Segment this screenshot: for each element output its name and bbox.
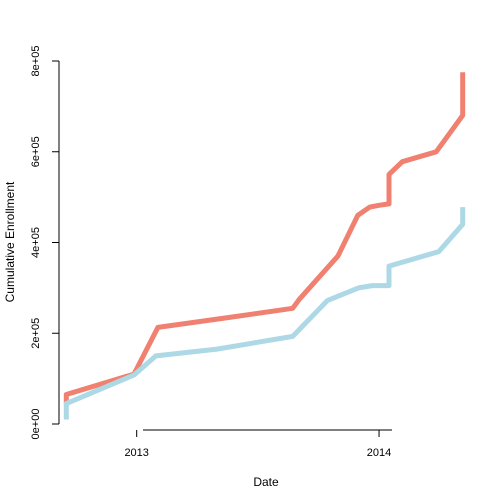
x-axis-ticks: 2013 2014	[124, 430, 391, 459]
series-line-1	[63, 72, 466, 404]
y-tick-label: 4e+05	[30, 227, 42, 258]
x-tick-label: 2014	[367, 447, 391, 459]
x-tick-label: 2013	[124, 447, 148, 459]
y-tick-label: 2e+05	[30, 318, 42, 349]
y-tick-label: 8e+05	[30, 46, 42, 77]
series-line-2	[63, 207, 466, 420]
y-tick-label: 0e+00	[30, 409, 42, 440]
plot-area	[63, 72, 466, 420]
y-axis-ticks: 0e+00 2e+05 4e+05 6e+05 8e+05	[30, 46, 59, 440]
y-tick-label: 6e+05	[30, 136, 42, 167]
y-axis-title: Cumulative Enrollment	[3, 181, 17, 302]
x-axis-title: Date	[253, 475, 279, 489]
